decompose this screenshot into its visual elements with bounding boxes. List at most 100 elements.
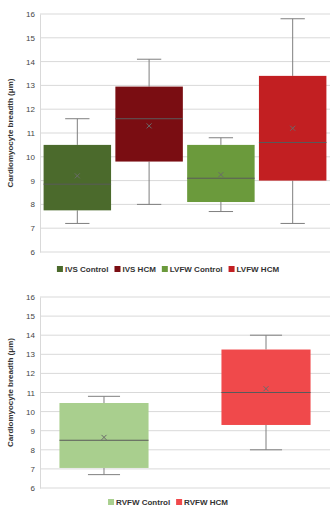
- plot-area: [44, 19, 327, 224]
- tick-label: 11: [27, 389, 36, 398]
- grid: [40, 14, 330, 252]
- mean-marker: [75, 173, 80, 178]
- tick-label: 7: [31, 465, 36, 474]
- panel: 6 7 8 9 10 11 12 13 14 15 16 Cardiomyocyte breadth …: [6, 10, 330, 274]
- whisker-upper: [292, 19, 293, 76]
- panel: 678910111213141516Cardiomyocyte breadth …: [6, 293, 330, 507]
- legend-label: LVFW Control: [170, 265, 223, 274]
- grid-line: [40, 392, 330, 393]
- tick: 8: [31, 200, 40, 209]
- box: [59, 396, 148, 474]
- legend-label: IVS HCM: [122, 265, 156, 274]
- grid-line: [40, 468, 330, 469]
- axis-line: [40, 15, 41, 253]
- tick: 6: [31, 484, 40, 493]
- legend-label: RVFW Control: [116, 498, 170, 507]
- legend-swatch: [162, 266, 168, 272]
- tick-label: 8: [31, 446, 36, 455]
- box-body: [115, 87, 182, 162]
- tick-label: 9: [31, 427, 36, 436]
- legend: RVFW Control RVFW HCM: [108, 498, 228, 507]
- axis-line: [40, 298, 41, 489]
- tick: 7: [31, 465, 40, 474]
- tick-label: 6: [31, 248, 36, 257]
- y-axis: 678910111213141516: [26, 293, 40, 493]
- box-body: [259, 76, 326, 181]
- plot-area: [59, 335, 310, 474]
- whisker-cap-min: [137, 204, 161, 205]
- box-body: [59, 403, 148, 468]
- tick: 14: [26, 58, 40, 67]
- tick-label: 10: [26, 153, 35, 162]
- grid-line: [40, 297, 330, 298]
- tick: 10: [26, 153, 40, 162]
- tick-label: 14: [26, 58, 35, 67]
- tick-label: 16: [26, 10, 35, 19]
- whisker-upper: [103, 396, 104, 403]
- tick: 8: [31, 446, 40, 455]
- grid-line: [40, 316, 330, 317]
- whisker-cap-max: [281, 18, 305, 19]
- y-axis: 6 7 8 9 10 11 12 13 14 15 16: [26, 10, 40, 257]
- grid-line: [40, 14, 330, 15]
- legend-item: IVS Control: [57, 265, 109, 274]
- tick-label: 12: [26, 369, 35, 378]
- whisker-lower: [292, 181, 293, 224]
- median: [259, 142, 326, 143]
- whisker-cap-max: [137, 59, 161, 60]
- whisker-cap-min: [88, 474, 120, 475]
- whisker-cap-max: [88, 396, 120, 397]
- tick: 16: [26, 10, 40, 19]
- mean-marker: [101, 435, 106, 440]
- tick: 16: [26, 293, 40, 302]
- tick-label: 16: [26, 293, 35, 302]
- whisker-lower: [149, 162, 150, 205]
- tick: 15: [26, 34, 40, 43]
- mean-marker: [218, 172, 223, 177]
- tick: 10: [26, 408, 40, 417]
- grid-line: [40, 61, 330, 62]
- box: [44, 119, 111, 224]
- y-axis-title: Cardiomyocyte breadth (μm): [6, 78, 15, 187]
- grid-line: [40, 37, 330, 38]
- tick: 7: [31, 224, 40, 233]
- legend-swatch: [229, 266, 235, 272]
- box: [115, 59, 182, 204]
- whisker-upper: [220, 138, 221, 145]
- grid: [40, 297, 330, 488]
- tick-label: 6: [31, 484, 36, 493]
- figure: 6 7 8 9 10 11 12 13 14 15 16 Cardiomyocyte breadth …: [0, 0, 336, 510]
- median: [44, 184, 111, 185]
- median: [187, 178, 254, 179]
- whisker-cap-max: [209, 137, 233, 138]
- legend-item: RVFW Control: [108, 498, 170, 507]
- whisker-cap-min: [281, 223, 305, 224]
- tick: 9: [31, 177, 40, 186]
- tick-label: 14: [26, 331, 35, 340]
- tick-label: 10: [26, 408, 35, 417]
- grid-line: [40, 252, 330, 253]
- tick: 12: [26, 105, 40, 114]
- tick: 13: [26, 81, 40, 90]
- legend-label: LVFW HCM: [237, 265, 280, 274]
- median: [221, 392, 310, 393]
- tick-label: 15: [26, 34, 35, 43]
- tick: 14: [26, 331, 40, 340]
- legend-item: LVFW Control: [162, 265, 223, 274]
- legend: IVS Control IVS HCM LVFW Control LVFW HCM: [57, 265, 279, 274]
- whisker-cap-min: [209, 211, 233, 212]
- grid-line: [40, 488, 330, 489]
- mean-marker: [290, 126, 295, 131]
- legend-swatch: [108, 499, 114, 505]
- tick: 12: [26, 369, 40, 378]
- whisker-lower: [266, 425, 267, 450]
- whisker-upper: [77, 119, 78, 145]
- legend-item: RVFW HCM: [176, 498, 228, 507]
- tick-label: 13: [26, 81, 35, 90]
- whisker-cap-min: [65, 223, 89, 224]
- whisker-upper: [266, 335, 267, 349]
- tick: 11: [27, 129, 40, 138]
- mean-marker: [264, 386, 269, 391]
- median: [115, 118, 182, 119]
- tick-label: 15: [26, 312, 35, 321]
